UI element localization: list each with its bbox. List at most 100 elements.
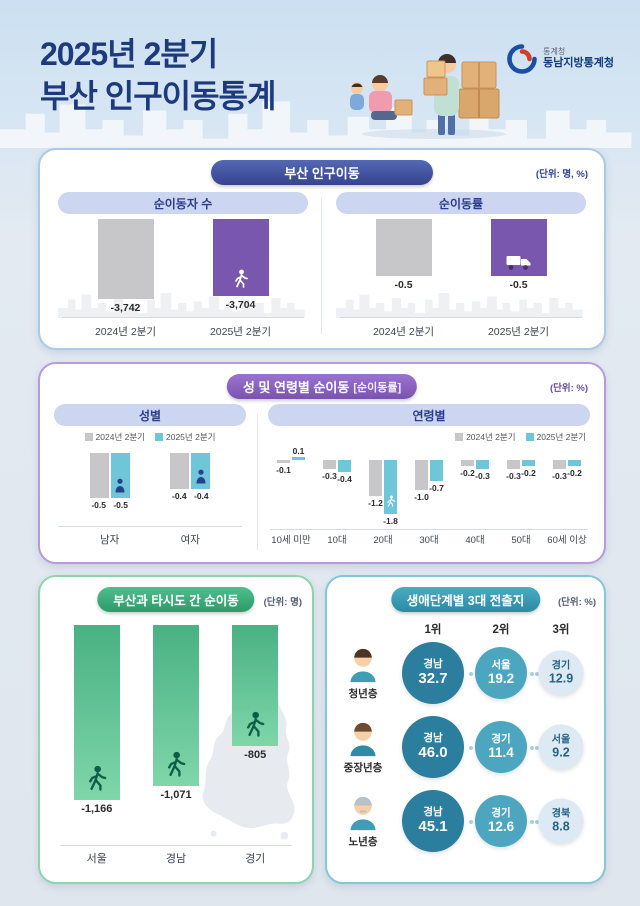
destination-rows: 청년층 경남 32.7 서울 19.2 경기 12.9 [333,637,600,859]
value-2025: -0.7 [429,483,444,493]
section1-divider [321,198,322,334]
connector-dot [535,671,539,676]
youth-avatar: 청년층 [335,643,391,701]
x-axis [62,317,304,318]
legend-swatch-2025 [525,433,534,441]
group-label: 중장년층 [343,762,383,774]
bar-value-2025: -3,704 [225,299,256,311]
age-category: 10대 [327,535,347,546]
group-label: 청년층 [348,688,378,700]
net-migrants-panel: 순이동자 수 -3,742 -3,704 [58,192,308,343]
rank-header-1: 1위 [424,624,442,636]
agency-parent-label: 통계청 [543,47,566,57]
bar-2025 [522,460,535,466]
male-bar-pair: -0.5 -0.5 [89,453,131,510]
rank2-name: 경기 [491,807,511,820]
bar-2024 [461,460,474,466]
net-migration-rate-title: 순이동률 [336,192,586,214]
x-axis [60,845,292,846]
bar-female-2024 [170,453,190,489]
gender-chart: -0.5 -0.5 - [54,445,246,549]
bar-value-2024: -3,742 [110,302,141,314]
connector-dot [469,671,473,676]
rank1-value: 46.0 [418,744,448,762]
gender-title: 성별 [54,404,246,426]
age-legend: 2024년 2분기 2025년 2분기 [268,431,590,443]
section-top-destinations: 생애단계별 3대 전출지 (단위: %) 1위 2위 3위 청년층 경남 32.… [325,575,606,884]
value-2024: -0.3 [552,471,567,481]
gender-legend: 2024년 2분기 2025년 2분기 [54,431,246,443]
bar-2025 [430,460,443,481]
row-middle-aged: 중장년층 경남 46.0 경기 11.4 서울 9.2 [333,711,600,785]
bar-2024 [369,460,382,496]
bar-2025 [476,460,489,469]
bar-male-2025 [110,453,130,498]
net-migration-rate-chart: -0.5 -0.5 2024년 2분기 2025년 2분기 [336,219,586,343]
bar-value-2025: -0.5 [509,279,528,291]
connector-dot [535,819,539,824]
category-2025: 2025년 2분기 [209,326,272,338]
section1-title: 부산 인구이동 [284,166,360,181]
bar-green [73,625,120,800]
bar-2024-rate: -0.5 [375,219,432,291]
age-group-60plus: -0.3 -0.2 60세 이상 [544,446,590,550]
category-gyeonggi: 경기 [245,853,266,865]
rank3-name: 경북 [551,808,571,820]
bar-2025 [384,460,397,514]
middle-aged-avatar: 중장년층 [335,717,391,775]
age-category: 20대 [373,535,393,546]
rank2-circle: 서울 19.2 [475,647,527,699]
female-person-icon [196,469,206,484]
section2-title: 성 및 연령별 순이동 [242,380,350,395]
age-group-50s: -0.3 -0.2 50대 [498,446,544,550]
category-2025: 2025년 2분기 [487,326,550,338]
male-2025-value: -0.5 [113,500,128,510]
connector-dot [469,745,473,750]
bar-2024 [507,460,520,469]
male-values: -0.5 -0.5 [89,500,131,510]
rank1-circle: 경남 32.7 [402,642,464,704]
bar-2025 [568,460,581,466]
legend-swatch-2025 [155,433,163,441]
age-category: 50대 [511,535,531,546]
x-axis [58,526,242,527]
moving-truck-icon [506,256,530,270]
legend-swatch-2024 [84,433,93,441]
section2-title-bracket: [순이동률] [353,381,402,394]
section2-unit: (단위: %) [549,383,588,394]
category-female: 여자 [180,534,200,546]
x-axis [270,529,588,530]
section3-title-pill: 부산과 타시도 간 순이동 [97,587,255,612]
legend-label-2024: 2024년 2분기 [95,432,145,442]
rank-header-3: 3위 [552,624,570,636]
bar-2024 [553,460,566,469]
bar-2024 [323,460,336,469]
walking-person-icon [168,751,186,777]
age-group-10s: -0.3 -0.4 10대 [314,446,360,550]
gyeongnam-value: -1,071 [160,789,192,801]
legend-label-2025: 2025년 2분기 [166,432,216,442]
connector-dot [469,819,473,824]
bar-2024-net-migrants: -3,742 [97,219,154,314]
legend-item-2025: 2025년 2분기 [525,431,586,443]
bar-2024 [415,460,428,490]
bar-gray [97,219,154,299]
group-label: 노년층 [348,836,378,848]
category-2024: 2024년 2분기 [94,326,157,338]
value-2025: -0.4 [337,474,352,484]
walking-person-icon [247,711,265,737]
rank1-name: 경남 [423,658,443,671]
rank3-value: 9.2 [552,745,570,760]
value-2025: -0.3 [475,471,490,481]
page-title: 2025년 2분기 부산 인구이동통계 [40,34,276,117]
agency-logo-block: 통계청 동남지방통계청 [507,44,614,74]
bar-2025 [292,457,305,460]
rank2-name: 경기 [491,733,511,746]
section1-unit: (단위: 명, %) [535,169,588,180]
rank3-circle: 경기 12.9 [538,650,584,696]
male-2024-value: -0.5 [91,500,106,510]
value-2024: -0.2 [460,468,475,478]
bar-purple [490,219,547,276]
rank2-value: 12.6 [487,819,515,835]
